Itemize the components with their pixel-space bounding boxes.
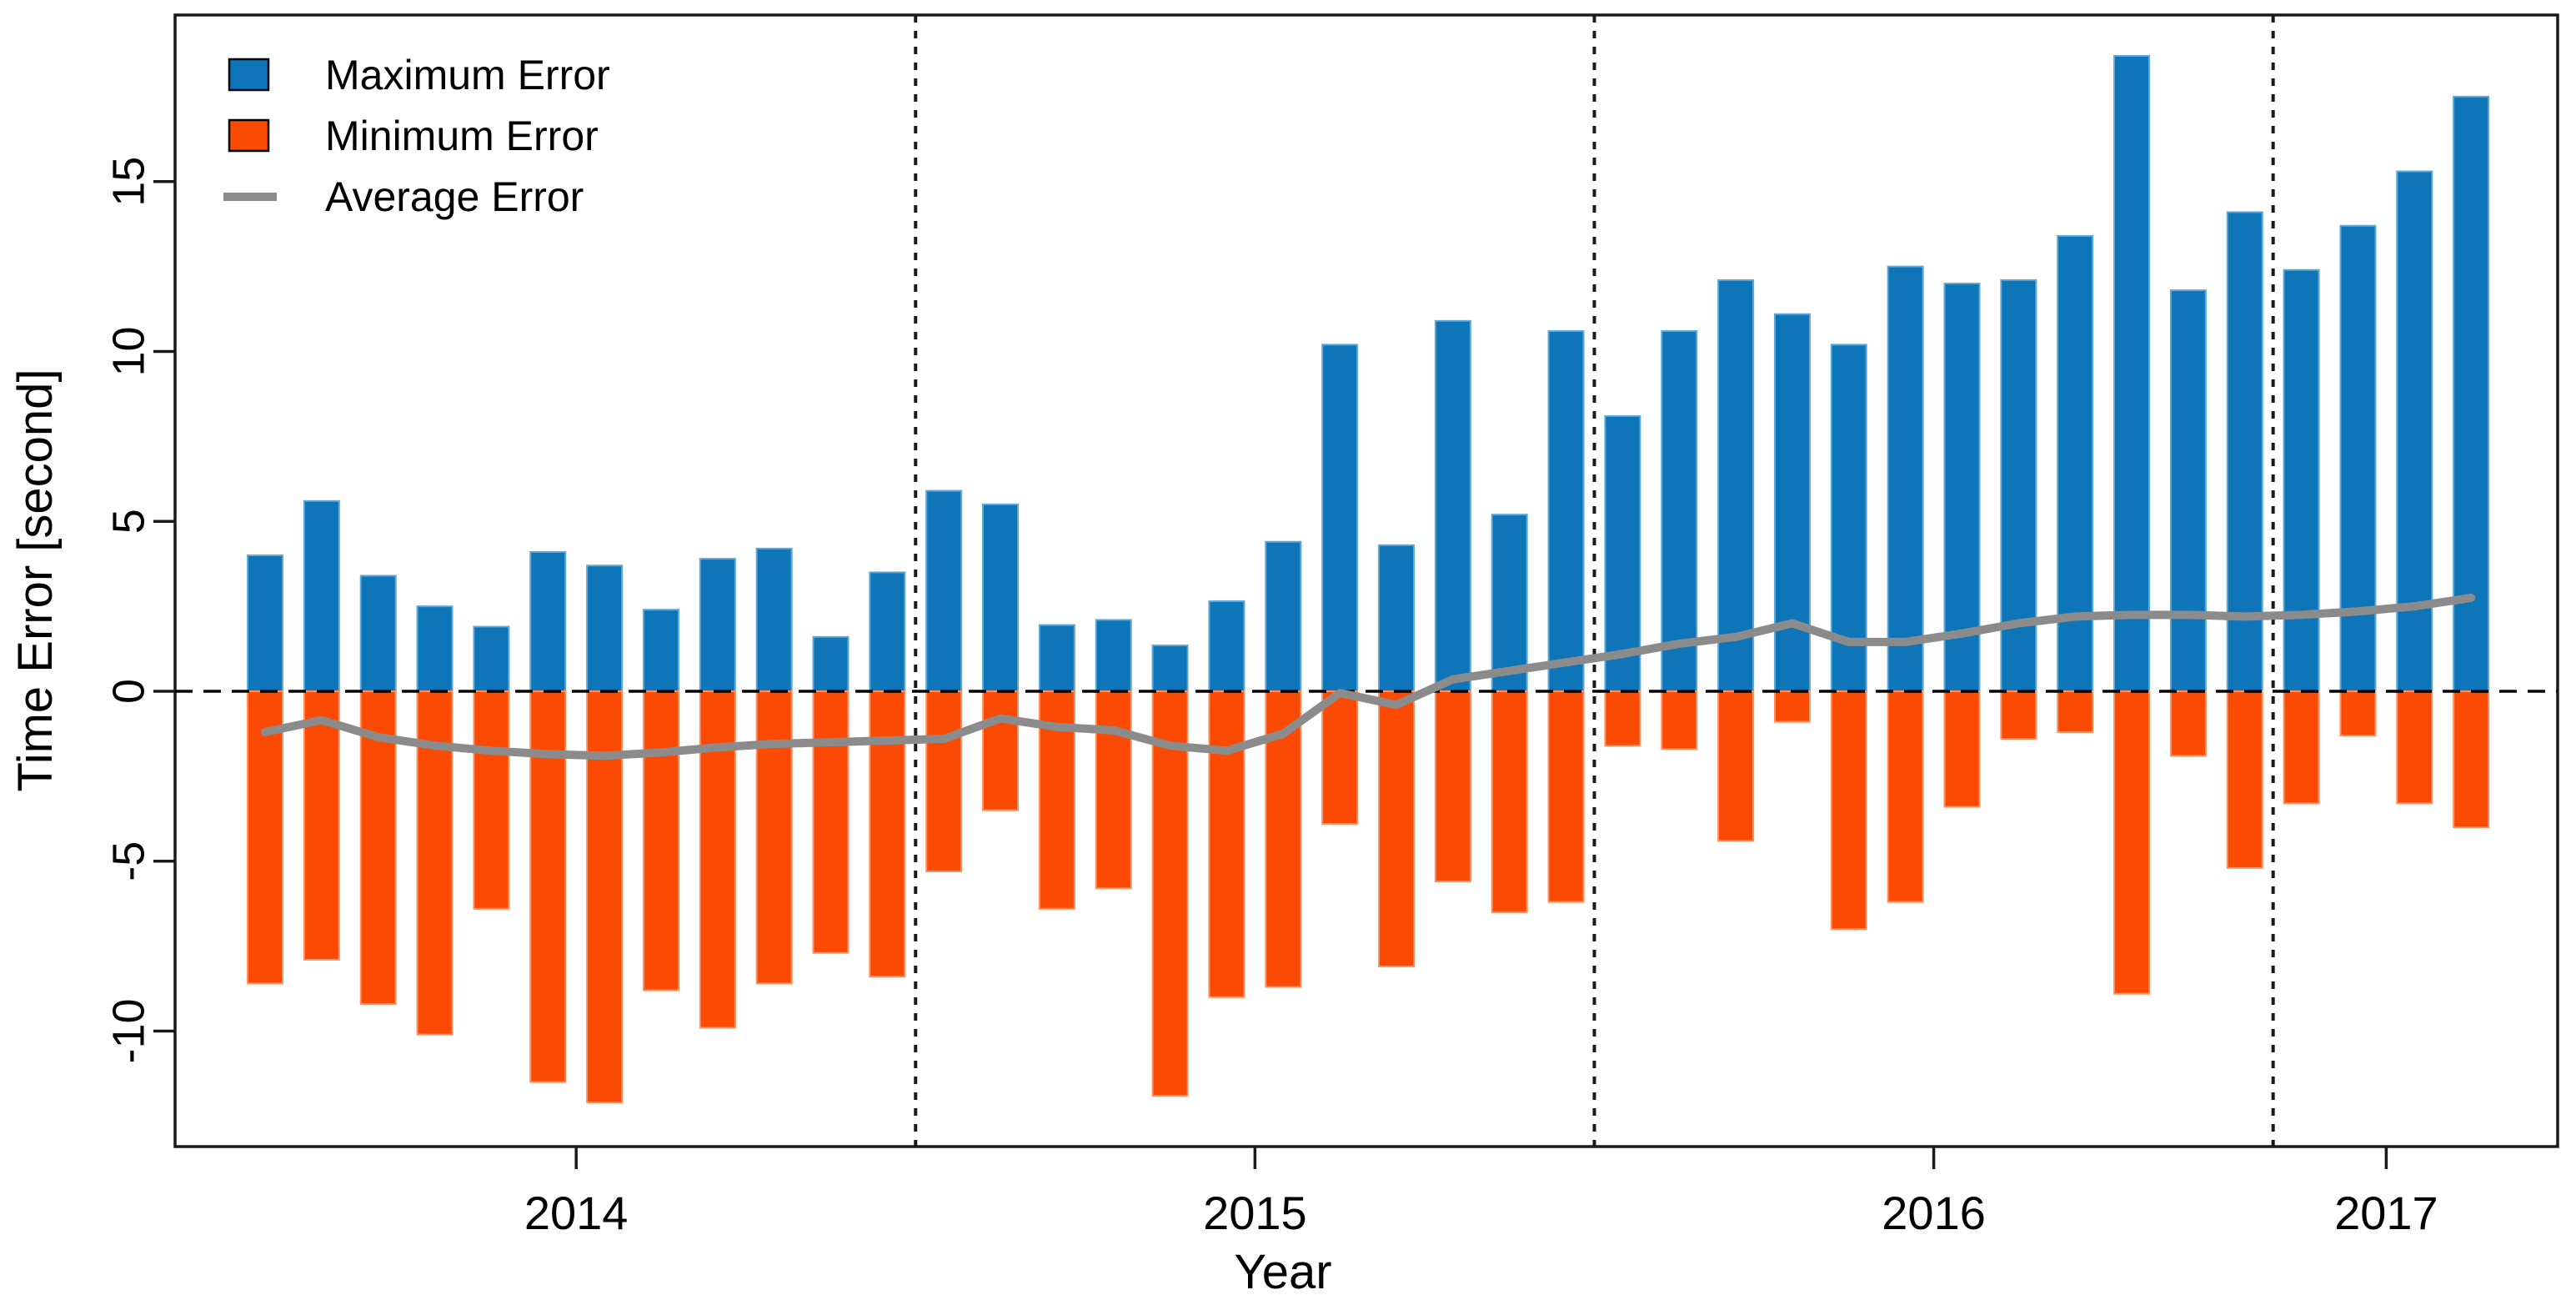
min-error-bar (699, 690, 736, 1029)
max-error-bar (1265, 540, 1302, 693)
x-tick-label: 2014 (524, 1187, 629, 1239)
min-error-bar (2000, 690, 2037, 740)
min-error-bar (303, 690, 340, 961)
axes-layer: 15 10 5 0 -5 -10 2014 2015 2016 2017 (103, 157, 2438, 1239)
min-error-bar (473, 690, 510, 910)
max-error-bar (1434, 319, 1471, 692)
x-tick-label: 2017 (2334, 1187, 2438, 1239)
max-error-bar (1604, 414, 1641, 692)
y-tick-label: -10 (103, 998, 153, 1063)
max-error-bar (1773, 313, 1811, 692)
y-tick-label: 5 (103, 509, 153, 534)
max-error-bar (1378, 544, 1415, 693)
min-error-bar (1661, 690, 1698, 750)
y-tick-label: 0 (103, 679, 153, 704)
max-error-bar (2283, 269, 2320, 692)
min-error-bar (925, 690, 963, 872)
max-error-bar (2169, 289, 2207, 692)
max-error-bar (247, 555, 283, 692)
bars-layer (247, 54, 2490, 1104)
max-error-bar (1547, 330, 1585, 692)
min-error-bar (2113, 690, 2151, 995)
min-error-bar (1604, 690, 1641, 747)
max-error-bar (359, 575, 397, 693)
legend-swatch-maximum-error (228, 58, 270, 92)
y-tick-label: 10 (103, 326, 153, 376)
legend-label-average-error: Average Error (325, 173, 584, 220)
min-error-bar (1378, 690, 1415, 968)
y-axis-title: Time Error [second] (8, 369, 63, 791)
min-error-bar (2396, 690, 2433, 805)
max-error-bar (303, 499, 340, 692)
min-error-bar (1943, 690, 1981, 808)
y-tick-label: -5 (103, 841, 153, 881)
x-axis-title: Year (1234, 1245, 1331, 1299)
min-error-bar (2226, 690, 2263, 869)
max-error-bar (1321, 344, 1359, 692)
max-error-bar (755, 547, 793, 692)
min-error-bar (2283, 690, 2320, 805)
max-error-bar (529, 550, 567, 692)
max-error-bar (1208, 600, 1245, 693)
legend-label-minimum-error: Minimum Error (325, 113, 599, 159)
min-error-bar (812, 690, 849, 954)
min-error-bar (642, 690, 679, 991)
max-error-bar (2113, 54, 2151, 693)
max-error-bar (642, 609, 679, 693)
max-error-bar (982, 503, 1020, 692)
max-error-bar (1491, 514, 1528, 692)
max-error-bar (1830, 344, 1867, 692)
max-error-bar (473, 625, 510, 693)
min-error-bar (1095, 690, 1132, 890)
x-tick-label: 2015 (1203, 1187, 1307, 1239)
min-error-bar (1887, 690, 1924, 903)
min-error-bar (2453, 690, 2490, 828)
legend-swatch-average-error (223, 193, 277, 201)
legend-swatch-minimum-error (228, 118, 270, 153)
min-error-bar (1491, 690, 1528, 913)
average-error-line (261, 593, 2476, 760)
min-error-bar (247, 690, 283, 985)
y-tick-label: 15 (103, 157, 153, 207)
min-error-bar (1717, 690, 1755, 842)
min-error-bar (1830, 690, 1867, 931)
min-error-bar (755, 690, 793, 985)
max-error-bar (1095, 619, 1132, 692)
max-error-bar (1038, 624, 1075, 692)
max-error-bar (1661, 330, 1698, 692)
min-error-bar (1321, 690, 1359, 825)
min-error-bar (1151, 690, 1189, 1097)
max-error-bar (812, 635, 849, 692)
min-error-bar (2339, 690, 2377, 736)
max-error-bar (1151, 644, 1189, 692)
min-error-bar (1773, 690, 1811, 723)
max-error-bar (2339, 224, 2377, 693)
average-line-layer (261, 593, 2476, 760)
legend-label-maximum-error: Maximum Error (325, 52, 610, 98)
max-error-bar (2057, 234, 2094, 692)
max-error-bar (869, 571, 906, 692)
min-error-bar (1434, 690, 1471, 883)
plot-frame (173, 13, 2559, 1148)
max-error-bar (586, 565, 624, 692)
max-error-bar (699, 558, 736, 693)
max-error-bar (1887, 265, 1924, 692)
min-error-bar (1208, 690, 1245, 998)
x-tick-label: 2016 (1882, 1187, 1986, 1239)
max-error-bar (1717, 279, 1755, 692)
legend: Maximum Error Minimum Error Average Error (223, 52, 610, 220)
max-error-bar (925, 489, 963, 693)
min-error-bar (2169, 690, 2207, 757)
max-error-bar (2226, 211, 2263, 693)
max-error-bar (2396, 170, 2433, 692)
min-error-bar (869, 690, 906, 978)
max-error-bar (416, 605, 454, 692)
min-error-bar (1547, 690, 1585, 903)
min-error-bar (982, 690, 1020, 811)
reference-lines-layer (175, 15, 2558, 1146)
min-error-bar (2057, 690, 2094, 733)
